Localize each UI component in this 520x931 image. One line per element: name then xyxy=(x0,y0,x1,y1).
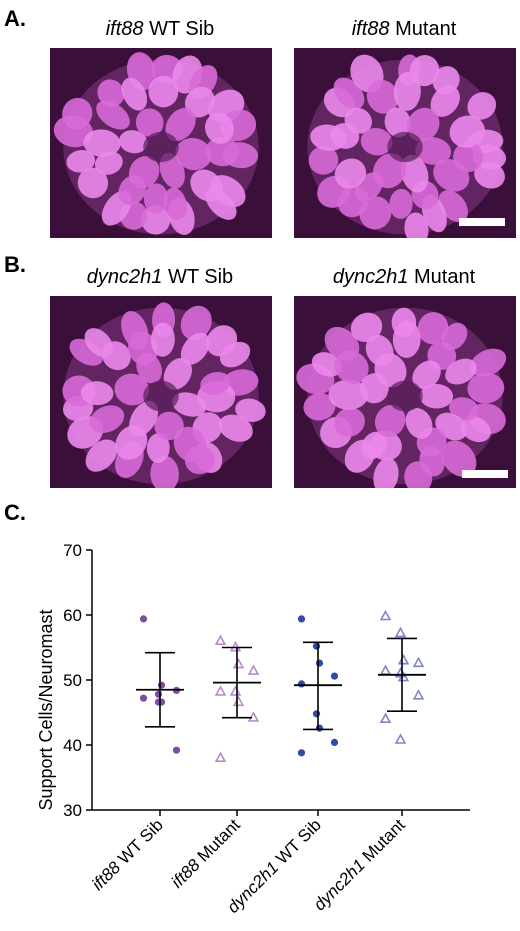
data-point xyxy=(154,690,163,698)
micrograph-dync2h1-mutant xyxy=(294,296,516,488)
data-point xyxy=(297,615,306,623)
data-point xyxy=(214,751,227,762)
data-point xyxy=(172,746,181,754)
scatter-chart: Support Cells/Neuromast 30 40 50 60 70 ift88… xyxy=(36,541,470,917)
data-point xyxy=(394,733,407,744)
data-point xyxy=(139,615,148,623)
data-point xyxy=(232,657,245,669)
x-tick-label: dync2h1 Mutant xyxy=(310,815,409,914)
data-point xyxy=(397,654,410,665)
data-point xyxy=(330,738,339,746)
y-tick-label: 40 xyxy=(63,736,82,755)
image-title-b-left: dync2h1 WT Sib xyxy=(86,266,234,288)
scale-bar xyxy=(459,218,505,226)
scale-bar xyxy=(462,470,508,478)
data-point xyxy=(157,698,166,706)
image-title-a-left: ift88 WT Sib xyxy=(105,18,215,40)
data-point xyxy=(379,712,392,723)
panel-letter-b: B. xyxy=(4,252,26,277)
data-point xyxy=(297,680,306,688)
panel-letter-a: A. xyxy=(4,6,26,31)
y-axis-label: Support Cells/Neuromast xyxy=(36,609,56,810)
data-point xyxy=(247,664,260,675)
micrograph-ift88-mutant xyxy=(294,48,516,238)
y-tick-label: 60 xyxy=(63,606,82,625)
data-point xyxy=(232,695,245,707)
data-point xyxy=(312,710,321,718)
y-tick-label: 30 xyxy=(63,801,82,820)
y-tick-label: 70 xyxy=(63,541,82,560)
data-point xyxy=(412,656,425,668)
y-tick-label: 50 xyxy=(63,671,82,690)
data-point xyxy=(214,685,227,696)
data-point xyxy=(139,694,148,702)
data-point xyxy=(379,609,392,621)
data-point xyxy=(379,664,392,675)
data-point xyxy=(394,626,407,638)
x-tick-label: ift88 Mutant xyxy=(168,815,244,891)
micrograph-dync2h1-wt-sib xyxy=(50,296,272,488)
data-point xyxy=(157,681,166,689)
data-point xyxy=(229,685,242,696)
data-point xyxy=(315,724,324,732)
panel-letter-c: C. xyxy=(4,500,26,525)
image-title-a-right: ift88 Mutant xyxy=(351,18,457,40)
data-point xyxy=(315,659,324,667)
data-point xyxy=(312,642,321,650)
data-point xyxy=(412,689,425,700)
x-tick-label: ift88 WT Sib xyxy=(88,815,167,894)
image-title-b-right: dync2h1 Mutant xyxy=(332,266,476,288)
data-point xyxy=(297,749,306,757)
micrograph-ift88-wt-sib xyxy=(50,48,272,238)
data-point xyxy=(330,672,339,680)
data-point xyxy=(214,634,227,645)
